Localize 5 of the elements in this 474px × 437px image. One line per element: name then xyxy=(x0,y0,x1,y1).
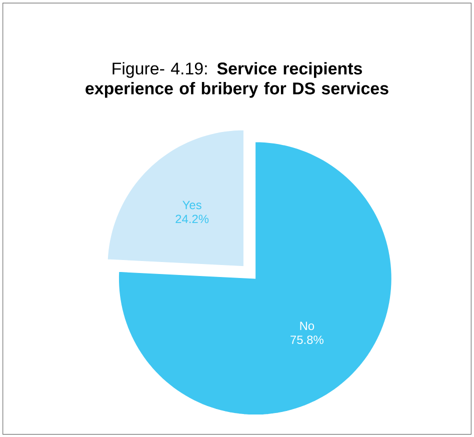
data-label: 24.2% xyxy=(176,214,209,224)
slice-label: Yes xyxy=(182,200,202,210)
data-label: 75.8% xyxy=(290,336,324,344)
chart-title: Figure- 4.19: Service recipients experience of bribery for DS services xyxy=(86,62,388,98)
slice-label: No xyxy=(300,322,314,330)
